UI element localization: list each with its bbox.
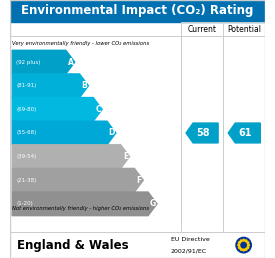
Text: D: D [109,128,115,138]
Text: F: F [137,176,142,185]
Bar [10,232,265,258]
Text: Not environmentally friendly - higher CO₂ emissions: Not environmentally friendly - higher CO… [12,206,149,211]
Text: 2002/91/EC: 2002/91/EC [171,248,207,253]
Text: (92 plus): (92 plus) [16,60,40,64]
Circle shape [240,248,242,250]
Bar [10,0,265,22]
Circle shape [236,237,251,253]
Polygon shape [12,121,116,145]
Text: Current: Current [188,25,217,34]
Text: G: G [150,199,156,208]
Text: E: E [123,152,128,161]
Polygon shape [12,145,130,168]
Text: (81-91): (81-91) [16,83,36,88]
Text: Potential: Potential [227,25,261,34]
Circle shape [245,248,247,250]
Circle shape [247,247,249,248]
Text: (69-80): (69-80) [16,107,36,112]
Text: (1-20): (1-20) [16,201,33,206]
Circle shape [238,242,240,244]
Text: C: C [95,105,101,114]
Polygon shape [228,123,260,143]
Text: Environmental Impact (CO₂) Rating: Environmental Impact (CO₂) Rating [21,4,254,18]
Text: A: A [68,58,74,67]
Polygon shape [12,98,102,121]
Circle shape [238,247,240,248]
Text: (55-68): (55-68) [16,131,36,135]
Polygon shape [12,74,89,98]
Circle shape [248,244,249,246]
Text: (21-38): (21-38) [16,178,36,183]
Text: 58: 58 [196,128,210,138]
Circle shape [238,244,240,246]
Polygon shape [12,50,75,74]
Text: Very environmentally friendly - lower CO₂ emissions: Very environmentally friendly - lower CO… [12,41,149,46]
Circle shape [247,242,249,244]
Polygon shape [12,168,143,192]
Polygon shape [12,192,157,216]
Circle shape [240,240,242,242]
Circle shape [243,249,244,251]
Polygon shape [186,123,218,143]
Text: (39-54): (39-54) [16,154,36,159]
Circle shape [243,239,244,241]
Text: EU Directive: EU Directive [171,237,210,242]
Circle shape [245,240,247,242]
Text: England & Wales: England & Wales [17,239,129,252]
Text: 61: 61 [238,128,252,138]
Text: B: B [82,81,87,90]
